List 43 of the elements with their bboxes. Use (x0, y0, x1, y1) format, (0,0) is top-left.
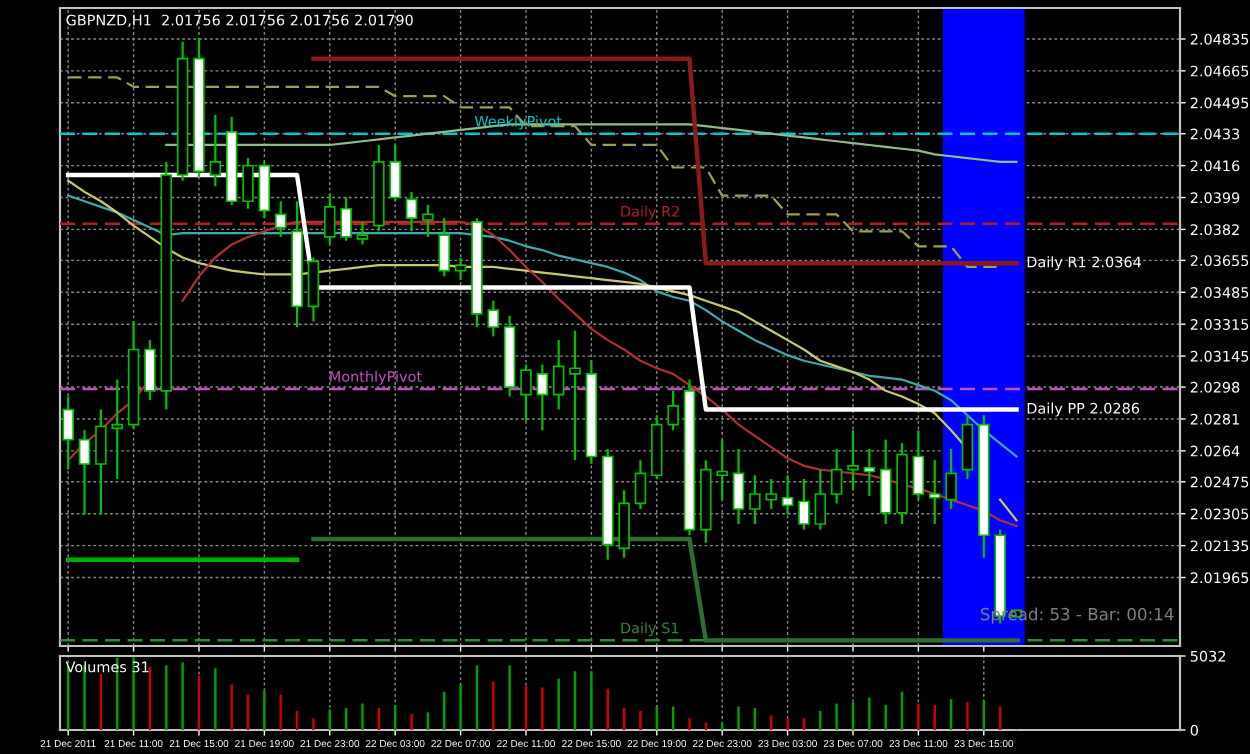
candlestick (454, 256, 467, 282)
candlestick (961, 414, 974, 481)
candlestick (569, 329, 581, 462)
line-series (67, 76, 1002, 269)
candlestick (340, 196, 352, 242)
candlestick (765, 477, 777, 511)
candlestick (749, 474, 761, 526)
candlestick (830, 447, 843, 505)
candlestick (634, 459, 647, 511)
candlestick (405, 190, 418, 233)
candlestick (912, 429, 925, 501)
candlestick (732, 447, 745, 526)
candlestick (847, 429, 859, 492)
candlestick (78, 429, 91, 516)
candlestick (422, 203, 434, 239)
candlestick (618, 489, 630, 559)
candlestick (814, 468, 827, 531)
line-series (67, 194, 1018, 458)
candlestick (274, 200, 287, 239)
candlestick (356, 220, 369, 246)
candlestick (798, 477, 810, 531)
candlestick (324, 192, 336, 246)
candlestick (879, 438, 892, 526)
candlestick (389, 143, 401, 203)
candlestick (438, 217, 450, 278)
candlestick (520, 363, 532, 422)
candlestick (536, 363, 549, 432)
candlestick (552, 339, 565, 411)
candlestick (667, 389, 679, 432)
candlestick (929, 459, 941, 526)
annotation: Spread: 53 - Bar: 00:14 (980, 607, 1174, 624)
candlestick (242, 157, 254, 210)
candlestick (307, 256, 320, 323)
candlestick (945, 447, 957, 511)
candlestick (62, 395, 74, 471)
candlestick (487, 299, 500, 338)
candlestick (863, 447, 876, 497)
candlestick (781, 474, 794, 516)
candlestick (716, 438, 728, 501)
candlestick (95, 408, 107, 516)
candlestick (111, 378, 123, 481)
candlestick (144, 339, 156, 402)
candlestick (209, 113, 222, 188)
